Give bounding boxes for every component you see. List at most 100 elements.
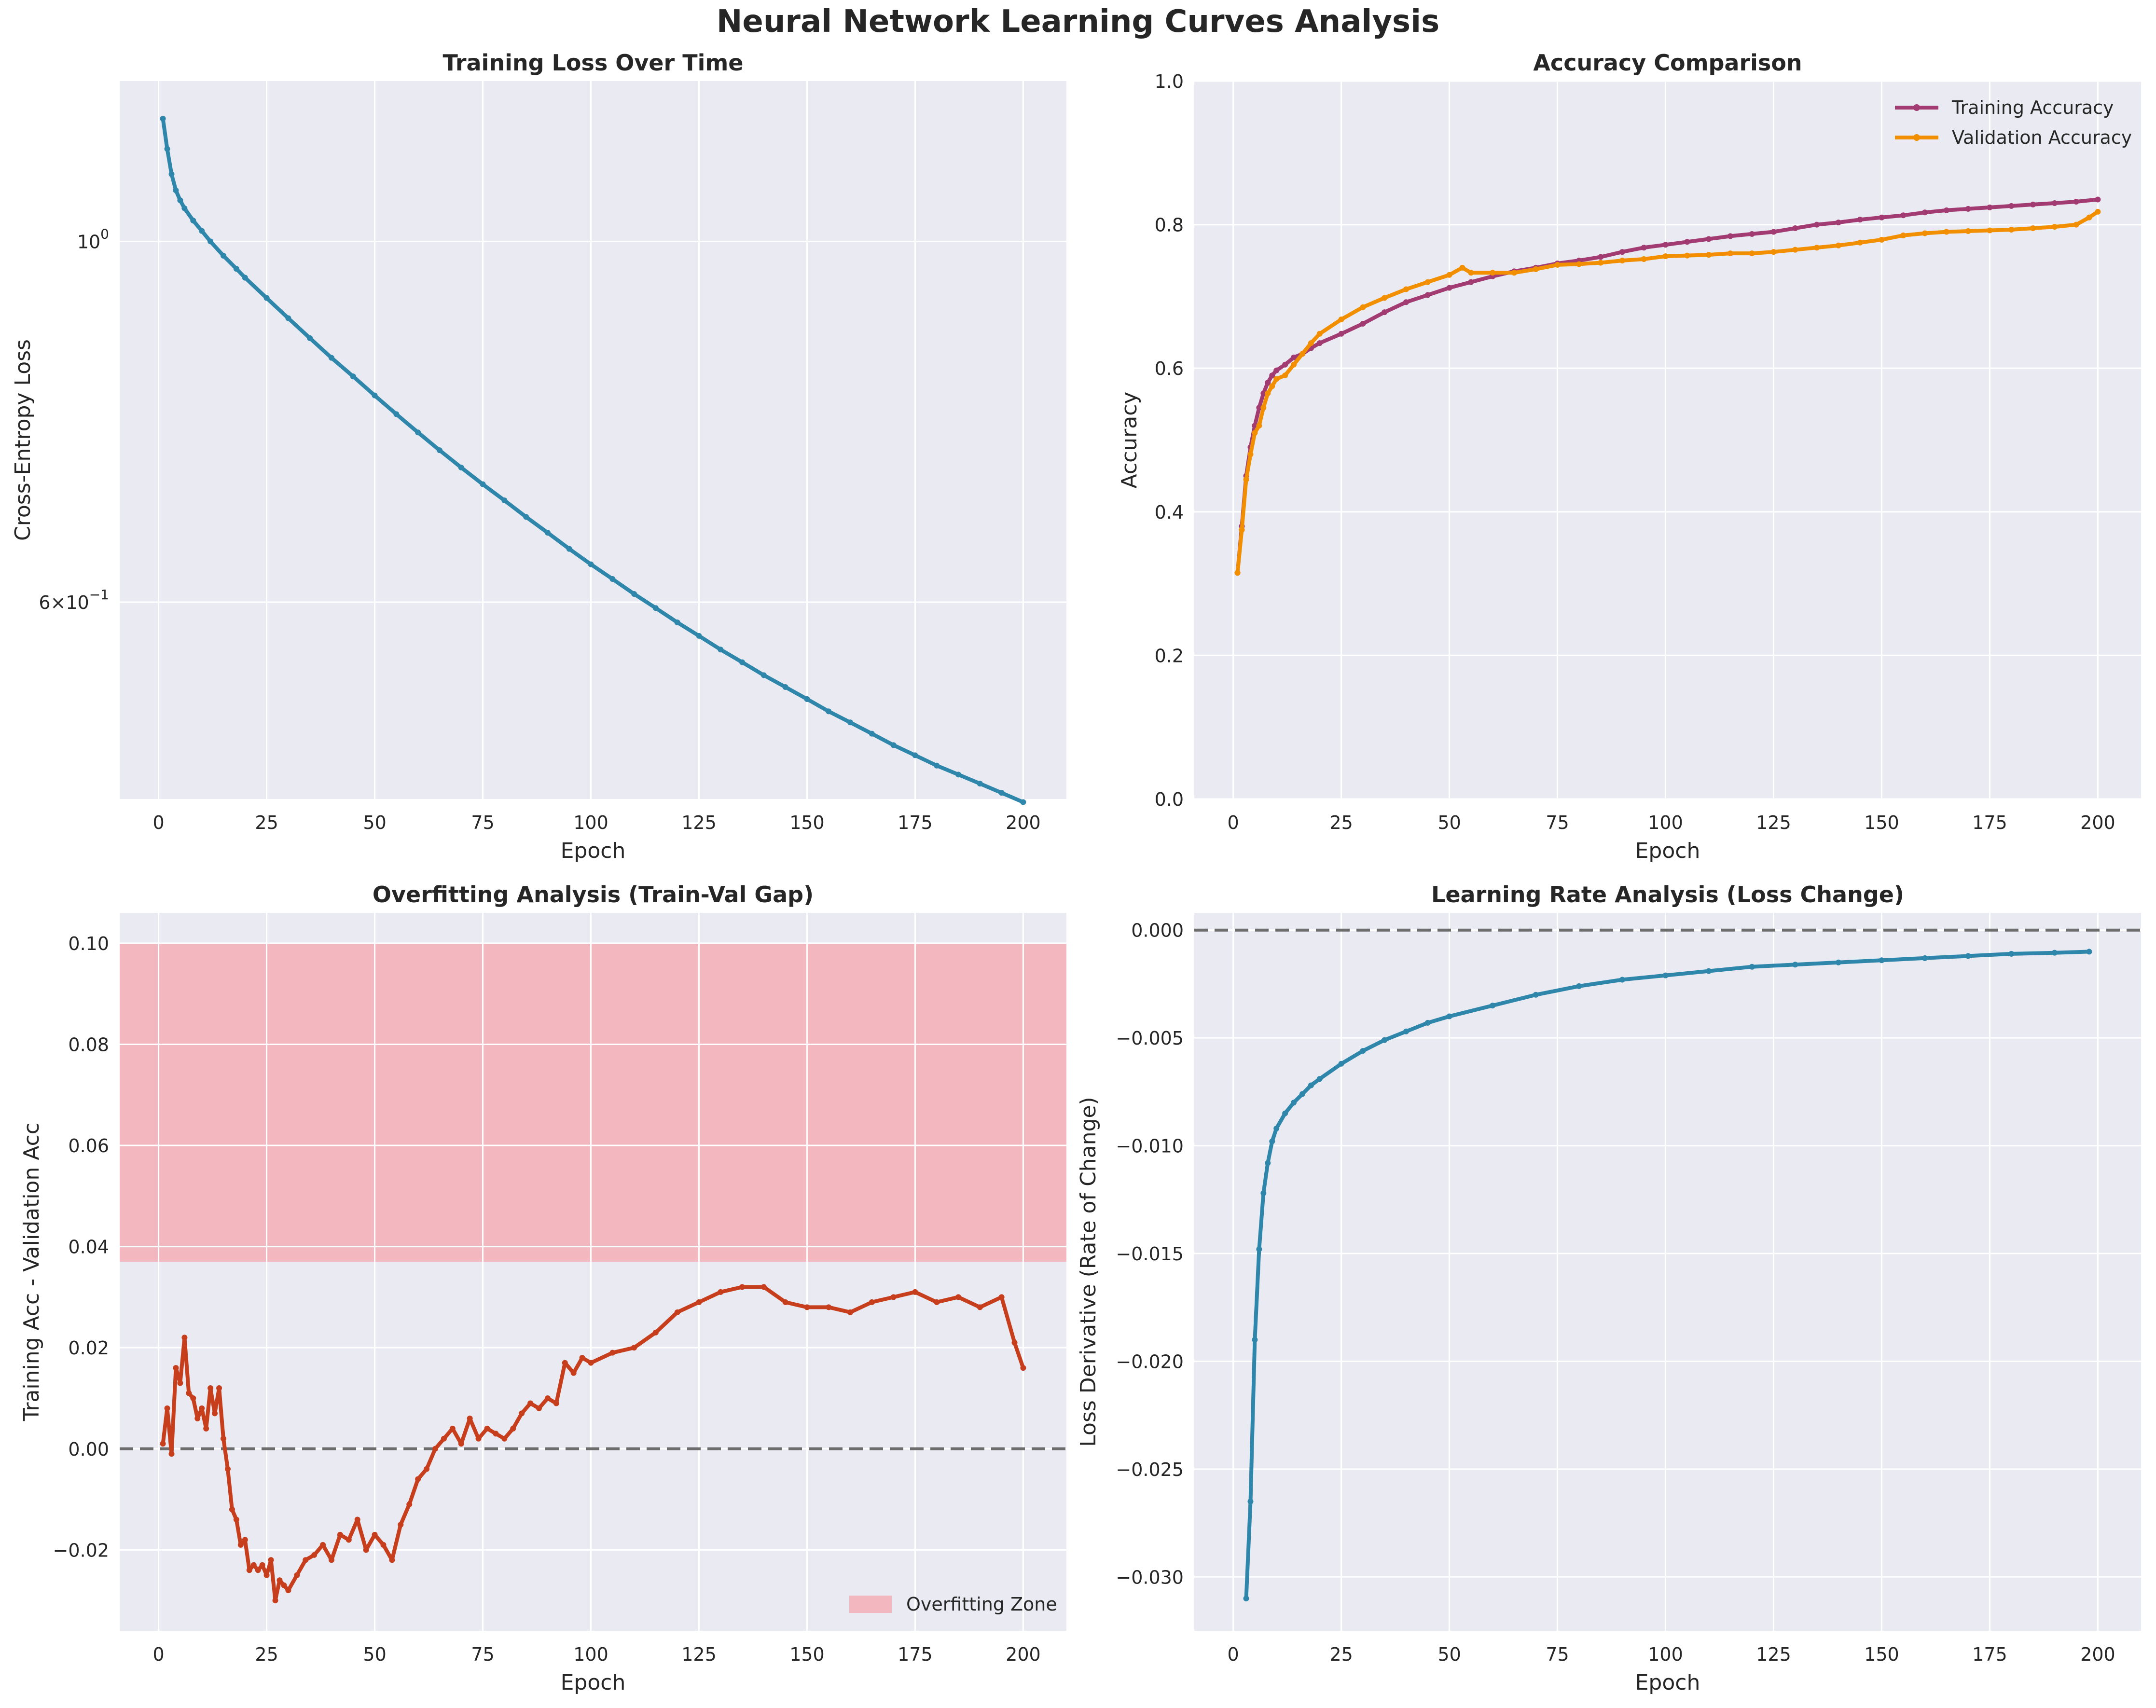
gap-x-tick-label: 175	[898, 1644, 933, 1665]
accuracy-series-0-point	[1965, 206, 1971, 212]
accuracy-series-0-point	[1684, 239, 1690, 245]
derivative-series-0-point	[1273, 1125, 1280, 1131]
derivative-series-0-point	[1260, 1190, 1267, 1196]
loss-series-0-point	[826, 708, 832, 715]
gap-series-0-point	[955, 1294, 962, 1300]
gap-series-0-point	[527, 1400, 534, 1406]
accuracy-series-0-point	[1749, 231, 1755, 237]
legend-marker	[1913, 104, 1920, 111]
loss-series-0-point	[1020, 799, 1026, 805]
derivative-series-0-point	[1424, 1019, 1431, 1026]
accuracy-series-0-point	[1446, 285, 1452, 291]
loss-series-0-point	[328, 355, 334, 361]
derivative-x-tick-label: 175	[1972, 1644, 2007, 1665]
loss-series-0-point	[480, 481, 486, 487]
gap-x-tick-label: 200	[1006, 1644, 1041, 1665]
gap-series-0-point	[276, 1577, 283, 1584]
accuracy-series-1-point	[1814, 245, 1820, 251]
accuracy-series-0-point	[1987, 204, 1993, 210]
accuracy-series-1-point	[1273, 376, 1280, 382]
loss-series-0-point	[696, 633, 702, 639]
gap-series-0-point	[194, 1415, 201, 1421]
gap-series-0-point	[186, 1390, 192, 1396]
gap-y-tick-label: 0.06	[68, 1135, 109, 1157]
loss-x-tick-label: 150	[789, 812, 825, 833]
loss-plot-area	[120, 81, 1066, 799]
accuracy-series-1-point	[1684, 252, 1690, 259]
gap-series-0-point	[467, 1415, 473, 1421]
accuracy-series-1-point	[1490, 270, 1496, 276]
gap-series-0-point	[782, 1299, 788, 1305]
gap-series-0-point	[303, 1557, 309, 1563]
accuracy-series-1-point	[1879, 236, 1885, 243]
gap-series-0-point	[250, 1562, 257, 1568]
gap-y-tick-label: 0.08	[68, 1034, 109, 1055]
gap-series-0-point	[579, 1355, 585, 1361]
gap-x-tick-label: 25	[255, 1644, 278, 1665]
derivative-series-0-point	[1792, 962, 1798, 968]
gap-series-0-point	[652, 1329, 659, 1336]
loss-series-0-point	[221, 252, 227, 259]
derivative-y-tick-label: −0.005	[1116, 1028, 1184, 1049]
loss-series-0-point	[263, 295, 270, 301]
loss-series-0-point	[242, 275, 248, 281]
gap-series-0-point	[259, 1562, 265, 1568]
gap-series-0-point	[328, 1557, 334, 1563]
gap-series-0-point	[493, 1431, 499, 1437]
loss-series-0-point	[674, 620, 680, 626]
gap-series-0-point	[484, 1425, 490, 1432]
gap-series-0-point	[441, 1435, 447, 1442]
accuracy-series-1-point	[1987, 227, 1993, 234]
accuracy-series-0-point	[1879, 214, 1885, 220]
derivative-series-0-point	[1299, 1091, 1305, 1097]
gap-series-0-point	[229, 1506, 235, 1513]
gap-series-0-point	[181, 1335, 188, 1341]
derivative-x-tick-label: 150	[1864, 1644, 1899, 1665]
loss-y-tick-label: 100	[77, 226, 109, 252]
loss-series-0-point	[566, 546, 572, 552]
loss-x-tick-label: 200	[1006, 812, 1041, 833]
accuracy-series-1-point	[1382, 295, 1388, 301]
loss-series-0-point	[350, 373, 356, 380]
derivative-x-tick-label: 25	[1329, 1644, 1353, 1665]
gap-series-0-point	[168, 1451, 175, 1457]
accuracy-series-1-point	[1619, 258, 1625, 263]
accuracy-series-0-point	[2073, 198, 2079, 205]
accuracy-series-1-point	[1239, 527, 1245, 533]
legend-label: Training Accuracy	[1951, 97, 2114, 118]
derivative-series-0-line	[1244, 950, 2091, 1600]
loss-series-0-point	[804, 696, 810, 702]
accuracy-series-1-point	[1252, 430, 1258, 436]
gap-series-0-point	[424, 1466, 430, 1472]
gap-series-0-point	[631, 1345, 637, 1351]
accuracy-series-1-point	[1554, 262, 1561, 268]
accuracy-series-0-point	[1269, 372, 1275, 379]
gap-series-0-point	[609, 1350, 616, 1356]
loss-series-0-point	[164, 146, 170, 152]
gap-series-0-point	[588, 1360, 594, 1366]
accuracy-y-tick-label: 0.6	[1155, 358, 1184, 379]
derivative-plot-area	[1194, 913, 2141, 1631]
gap-x-tick-label: 75	[471, 1644, 494, 1665]
gap-series-0-point	[294, 1572, 300, 1578]
derivative-series-0-point	[1965, 953, 1971, 959]
gap-series-0-point	[718, 1289, 724, 1295]
accuracy-title: Accuracy Comparison	[1533, 50, 1802, 76]
derivative-title: Learning Rate Analysis (Loss Change)	[1431, 882, 1904, 908]
gap-series-0-point	[760, 1284, 767, 1290]
accuracy-x-tick-label: 25	[1329, 812, 1353, 833]
accuracy-series-1-point	[1403, 286, 1409, 292]
gap-series-0-point	[255, 1567, 261, 1573]
gap-series-0-point	[406, 1501, 413, 1508]
loss-series-0-point	[631, 591, 637, 597]
gap-title: Overfitting Analysis (Train-Val Gap)	[373, 882, 814, 908]
derivative-series-0-point	[1256, 1246, 1262, 1253]
gap-series-0-point	[1020, 1365, 1026, 1371]
gap-series-0-point	[804, 1304, 810, 1310]
loss-series-0-point	[977, 781, 983, 787]
accuracy-series-0-point	[1792, 225, 1798, 232]
loss-series-0-point	[912, 752, 918, 758]
derivative-x-tick-label: 200	[2080, 1644, 2115, 1665]
gap-series-0-point	[190, 1395, 196, 1401]
derivative-series-0-point	[1338, 1061, 1344, 1067]
